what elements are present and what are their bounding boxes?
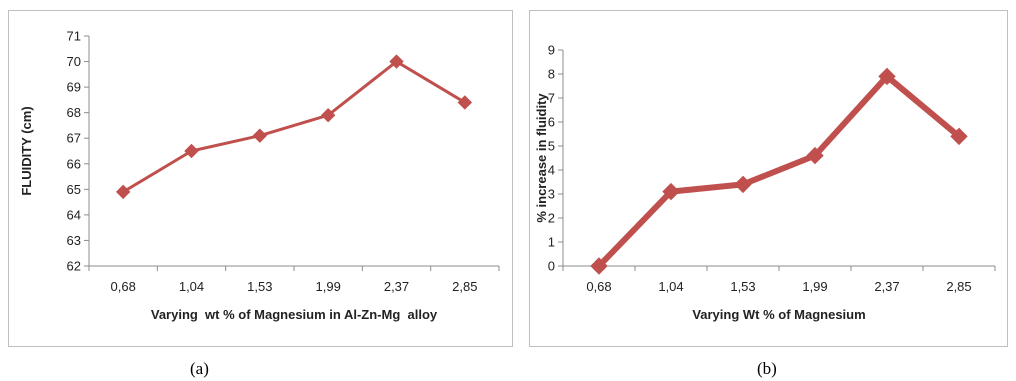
chart-b-x-tick-label: 1,99 xyxy=(802,279,827,294)
chart-b-y-tick-label: 6 xyxy=(548,115,555,130)
chart-b-y-tick-label: 9 xyxy=(548,43,555,58)
chart-a-y-tick-label: 65 xyxy=(67,182,81,197)
chart-b-svg: 0 1 2 3 4 5 6 7 8 9 0,68 1,04 1,53 1,99 2,37 2,85 Varyin… xyxy=(534,43,996,322)
chart-a-y-tick-label: 66 xyxy=(67,156,81,171)
chart-b-data-point xyxy=(590,257,608,275)
chart-a-svg: 62 63 64 65 66 67 68 69 70 71 0,68 1,04 1,53 1,99 2,37… xyxy=(19,29,500,322)
chart-a-series-line xyxy=(121,60,467,194)
chart-a-y-tick-label: 63 xyxy=(67,233,81,248)
chart-a-data-point xyxy=(115,184,131,200)
chart-b-x-tick-label: 2,37 xyxy=(874,279,899,294)
chart-b-data-point xyxy=(662,182,680,201)
chart-b-y-tick-label: 2 xyxy=(548,211,555,226)
chart-b-y-axis-title: % increase in fluidity xyxy=(534,93,549,223)
chart-b-data-point xyxy=(806,146,824,165)
chart-a-data-point xyxy=(320,108,336,123)
chart-a-x-tick-label: 2,37 xyxy=(384,279,409,294)
chart-a-y-tick-label: 67 xyxy=(67,131,81,146)
chart-panel-a: 62 63 64 65 66 67 68 69 70 71 0,68 1,04 1,53 1,99 2,37… xyxy=(8,10,513,347)
chart-a-y-tick-label: 70 xyxy=(67,54,81,69)
chart-a-x-tick-label: 1,99 xyxy=(316,279,341,294)
chart-a-data-point xyxy=(184,143,199,159)
chart-b-x-axis-title: Varying Wt % of Magnesium xyxy=(692,307,865,322)
chart-b-y-tick-label: 4 xyxy=(548,163,555,178)
chart-b-data-point xyxy=(734,175,752,194)
chart-a-y-tick-label: 68 xyxy=(67,105,81,120)
chart-b-y-tick-label: 0 xyxy=(548,259,555,274)
chart-b-data-point xyxy=(878,67,896,86)
chart-panel-b: 0 1 2 3 4 5 6 7 8 9 0,68 1,04 1,53 1,99 2,37 2,85 Varyin… xyxy=(529,10,1008,347)
chart-b-x-tick-label: 1,04 xyxy=(658,279,683,294)
chart-a-data-point xyxy=(252,128,268,143)
chart-b-y-tick-label: 5 xyxy=(548,139,555,154)
chart-b-series-line xyxy=(596,73,962,269)
chart-a-y-tick-label: 64 xyxy=(67,207,81,222)
chart-b-x-tick-label: 2,85 xyxy=(946,279,971,294)
chart-b-y-tick-label: 8 xyxy=(548,67,555,82)
chart-a-x-tick-label: 2,85 xyxy=(452,279,477,294)
chart-b-y-tick-label: 3 xyxy=(548,187,555,202)
chart-a-x-tick-label: 0,68 xyxy=(111,279,136,294)
chart-a-data-point xyxy=(389,54,404,69)
caption-a: (a) xyxy=(190,359,209,378)
chart-b-x-tick-label: 1,53 xyxy=(730,279,755,294)
chart-b-data-point xyxy=(950,127,968,146)
chart-a-y-axis-title: FLUIDITY (cm) xyxy=(19,106,34,195)
caption-b: (b) xyxy=(757,359,777,378)
chart-a-x-axis-title: Varying wt % of Magnesium in Al-Zn-Mg al… xyxy=(151,307,438,322)
chart-b-x-tick-label: 0,68 xyxy=(586,279,611,294)
chart-b-y-tick-label: 7 xyxy=(548,91,555,106)
chart-a-x-tick-label: 1,53 xyxy=(247,279,272,294)
chart-a-y-tick-label: 69 xyxy=(67,80,81,95)
chart-a-y-tick-label: 62 xyxy=(67,259,81,274)
chart-b-y-tick-label: 1 xyxy=(548,235,555,250)
chart-a-x-tick-label: 1,04 xyxy=(179,279,204,294)
chart-a-data-point xyxy=(457,95,473,110)
chart-a-y-tick-label: 71 xyxy=(67,29,81,44)
